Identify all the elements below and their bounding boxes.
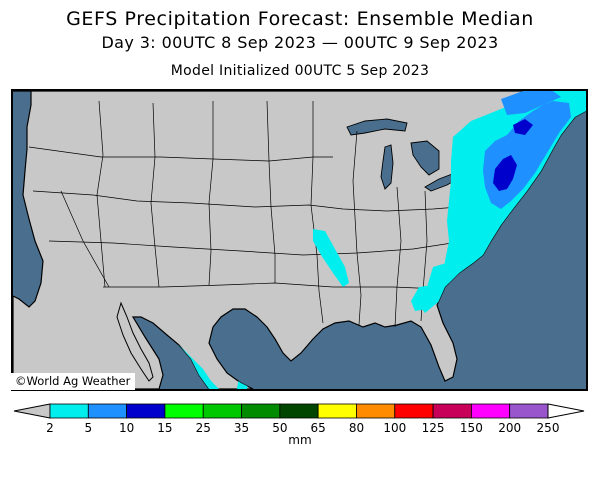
colorbar-tick-100: 100 (383, 421, 406, 435)
colorbar-bin-15-25 (164, 403, 204, 419)
colorbar-tick-65: 65 (311, 421, 326, 435)
colorbar-bin-125-150 (432, 403, 472, 419)
precip-10-15-vermont (513, 119, 533, 135)
colorbar-tick-50: 50 (272, 421, 287, 435)
colorbar-bin-35-50 (241, 403, 281, 419)
forecast-period: Day 3: 00UTC 8 Sep 2023 — 00UTC 9 Sep 20… (101, 33, 499, 52)
colorbar-tick-10: 10 (119, 421, 134, 435)
colorbar-tick-250: 250 (537, 421, 560, 435)
colorbar-bin-2-5 (49, 403, 89, 419)
colorbar-tick-80: 80 (349, 421, 364, 435)
colorbar: 2 5 10 15 25 35 50 65 80 100 125 150 200 250 (13, 403, 585, 435)
precip-2-5-georgia (411, 285, 437, 311)
colorbar-bin-10-15 (126, 403, 166, 419)
precip-10-15-pennsylvania (493, 155, 517, 191)
colorbar-tick-5: 5 (84, 421, 92, 435)
colorbar-bin-80-100 (356, 403, 396, 419)
colorbar-tick-2: 2 (46, 421, 54, 435)
colorbar-tick-150: 150 (460, 421, 483, 435)
colorbar-bin-25-35 (202, 403, 242, 419)
colorbar-tick-35: 35 (234, 421, 249, 435)
state-borders (28, 100, 484, 328)
precip-2-5-arkansas (313, 229, 349, 287)
colorbar-bin-5-10 (87, 403, 128, 419)
colorbar-unit-label: mm (288, 433, 312, 447)
colorbar-bin-200-250 (509, 403, 549, 419)
colorbar-tick-200: 200 (498, 421, 521, 435)
colorbar-bin-150-200 (470, 403, 511, 419)
precip-shading (165, 91, 586, 389)
precipitation-map (11, 89, 588, 391)
colorbar-below-arrow (13, 403, 51, 419)
lake-superior (346, 118, 408, 136)
lake-michigan (380, 144, 394, 190)
map-credit: ©World Ag Weather (11, 373, 136, 390)
colorbar-tick-125: 125 (422, 421, 445, 435)
colorbar-tick-25: 25 (196, 421, 211, 435)
colorbar-bin-65-80 (317, 403, 357, 419)
lake-huron (410, 140, 440, 176)
colorbar-above-arrow (547, 403, 585, 419)
precip-5-10-maine (501, 91, 561, 115)
colorbar-bin-100-125 (394, 403, 434, 419)
colorbar-bin-50-65 (279, 403, 319, 419)
model-init-time: Model Initialized 00UTC 5 Sep 2023 (170, 63, 430, 79)
baja-california (116, 301, 154, 382)
chart-title: GEFS Precipitation Forecast: Ensemble Me… (66, 8, 534, 30)
colorbar-tick-15: 15 (157, 421, 172, 435)
